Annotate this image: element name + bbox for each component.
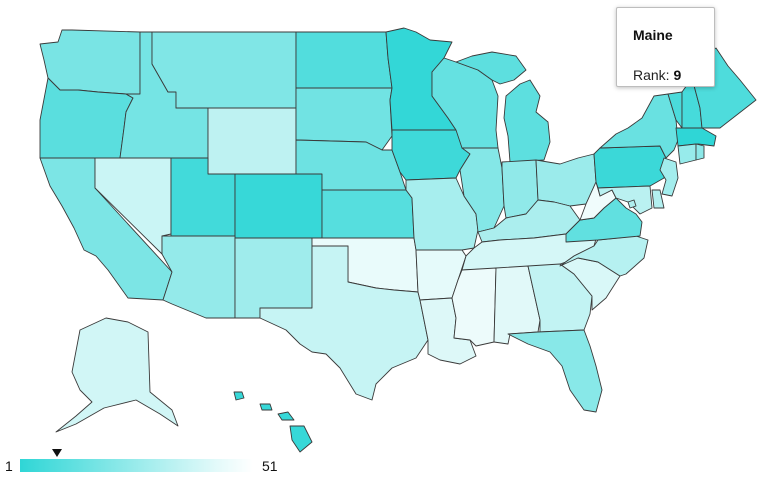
state-district-of-columbia[interactable] <box>627 199 637 209</box>
state-massachusetts[interactable] <box>675 127 717 147</box>
legend-color-bar <box>20 459 253 472</box>
legend-max-label: 51 <box>262 458 278 474</box>
state-texas[interactable] <box>259 245 429 401</box>
legend-min-label: 1 <box>5 458 13 474</box>
state-missouri[interactable] <box>405 177 479 251</box>
state-north-dakota[interactable] <box>295 31 393 89</box>
state-wyoming[interactable] <box>207 107 297 175</box>
state-michigan-upper[interactable] <box>455 51 527 85</box>
tooltip-state-name: Maine <box>633 27 673 43</box>
tooltip-rank-value: 9 <box>673 67 682 83</box>
legend-marker <box>52 449 63 457</box>
state-new-jersey[interactable] <box>659 157 679 197</box>
state-new-mexico[interactable] <box>234 237 313 319</box>
state-tooltip: Maine Rank: 9 <box>616 7 715 87</box>
tooltip-rank: Rank: 9 <box>633 67 681 83</box>
state-mississippi[interactable] <box>451 267 497 347</box>
state-north-carolina[interactable] <box>559 235 649 277</box>
state-rhode-island[interactable] <box>695 143 705 161</box>
state-kansas[interactable] <box>321 189 415 239</box>
state-ohio[interactable] <box>535 153 597 207</box>
state-nebraska[interactable] <box>295 139 407 191</box>
state-arizona[interactable] <box>161 235 236 319</box>
state-alaska[interactable] <box>55 317 179 433</box>
state-colorado[interactable] <box>234 173 323 239</box>
state-hawaii[interactable] <box>233 391 313 453</box>
state-florida[interactable] <box>507 329 603 413</box>
state-connecticut[interactable] <box>677 143 697 165</box>
state-pennsylvania[interactable] <box>593 145 667 189</box>
tooltip-rank-label: Rank: <box>633 67 670 83</box>
state-michigan[interactable] <box>503 79 551 163</box>
state-delaware[interactable] <box>651 189 665 209</box>
